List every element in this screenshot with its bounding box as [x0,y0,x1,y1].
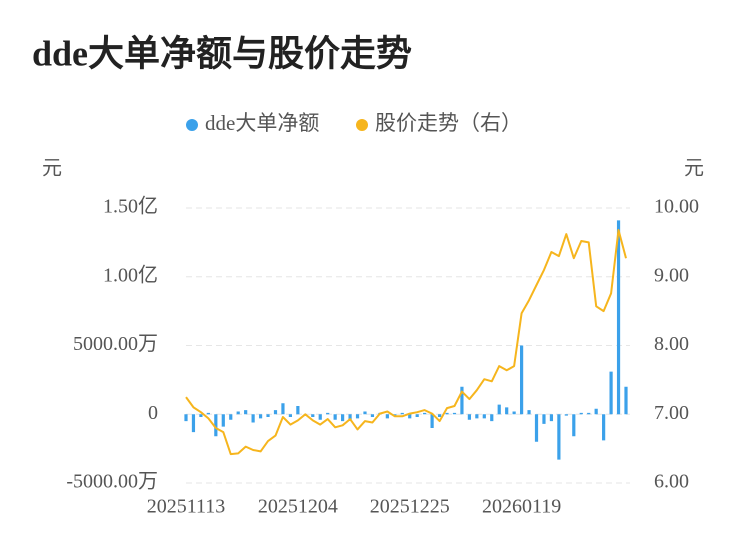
legend-marker [356,119,368,131]
bar [475,414,479,419]
x-tick-label: 20251113 [147,496,226,518]
bar [579,412,583,415]
bar [341,414,345,422]
legend-label: dde大单净额 [205,111,319,135]
bar [281,403,285,415]
bar [273,410,278,415]
legend-label: 股价走势（右） [375,111,522,135]
x-tick-label: 20260119 [482,496,561,518]
bar [505,407,509,415]
y-axis-label: 元 [42,158,62,180]
bar [229,414,233,420]
bar [609,371,613,415]
bar [348,414,352,420]
bar [452,412,457,415]
bar [408,414,412,419]
bar [221,414,225,427]
bar [258,414,263,419]
x-tick-label: 20251225 [370,496,450,518]
bar [482,414,486,419]
bar [415,414,419,417]
y-tick-label: -5000.00万 [66,471,158,493]
bar [191,414,196,433]
bar [549,414,554,422]
bar [594,408,598,415]
price-line [185,229,627,456]
legend-marker [186,119,198,131]
y2-axis-label: 元 [684,158,704,180]
bar [519,345,524,415]
bar [296,406,300,415]
bar [497,404,501,415]
bar [445,412,449,415]
bar [251,414,255,423]
bar [467,414,471,420]
bar [557,414,561,460]
bar [587,412,591,415]
bar [326,412,330,415]
y2-tick-label: 7.00 [654,402,689,424]
bar [490,414,494,422]
bar [616,220,621,415]
bar [385,414,389,419]
bar [400,412,404,415]
y2-tick-label: 8.00 [654,333,689,355]
bar [542,414,546,424]
y-tick-label: 5000.00万 [73,333,158,355]
bar [199,414,203,417]
bar [288,414,293,417]
x-tick-label: 20251204 [258,496,338,518]
bar [393,414,397,416]
bar [333,414,337,420]
y2-tick-label: 10.00 [654,196,699,218]
y-tick-label: 1.00亿 [103,263,158,286]
bar [527,410,531,415]
bar [534,414,539,442]
bar [370,414,375,417]
bar [355,414,360,419]
bar [430,414,434,428]
y2-tick-label: 9.00 [654,264,689,286]
bar [311,414,315,417]
bar [572,414,576,437]
bar [244,410,248,415]
bar [214,414,218,437]
bar [512,411,516,415]
bar [236,411,240,415]
bar [363,411,367,415]
bar [564,414,568,416]
y-tick-label: 0 [148,402,158,424]
bar [184,414,188,422]
bar [624,386,628,415]
bar [318,414,322,420]
bar [206,412,210,415]
chart-title: dde大单净额与股价走势 [32,33,412,73]
bar [266,414,270,417]
bar [423,412,427,415]
bar [460,386,464,415]
bar [437,414,442,417]
y-tick-label: 1.50亿 [103,195,158,218]
y2-tick-label: 6.00 [654,471,689,493]
bar [602,414,606,441]
